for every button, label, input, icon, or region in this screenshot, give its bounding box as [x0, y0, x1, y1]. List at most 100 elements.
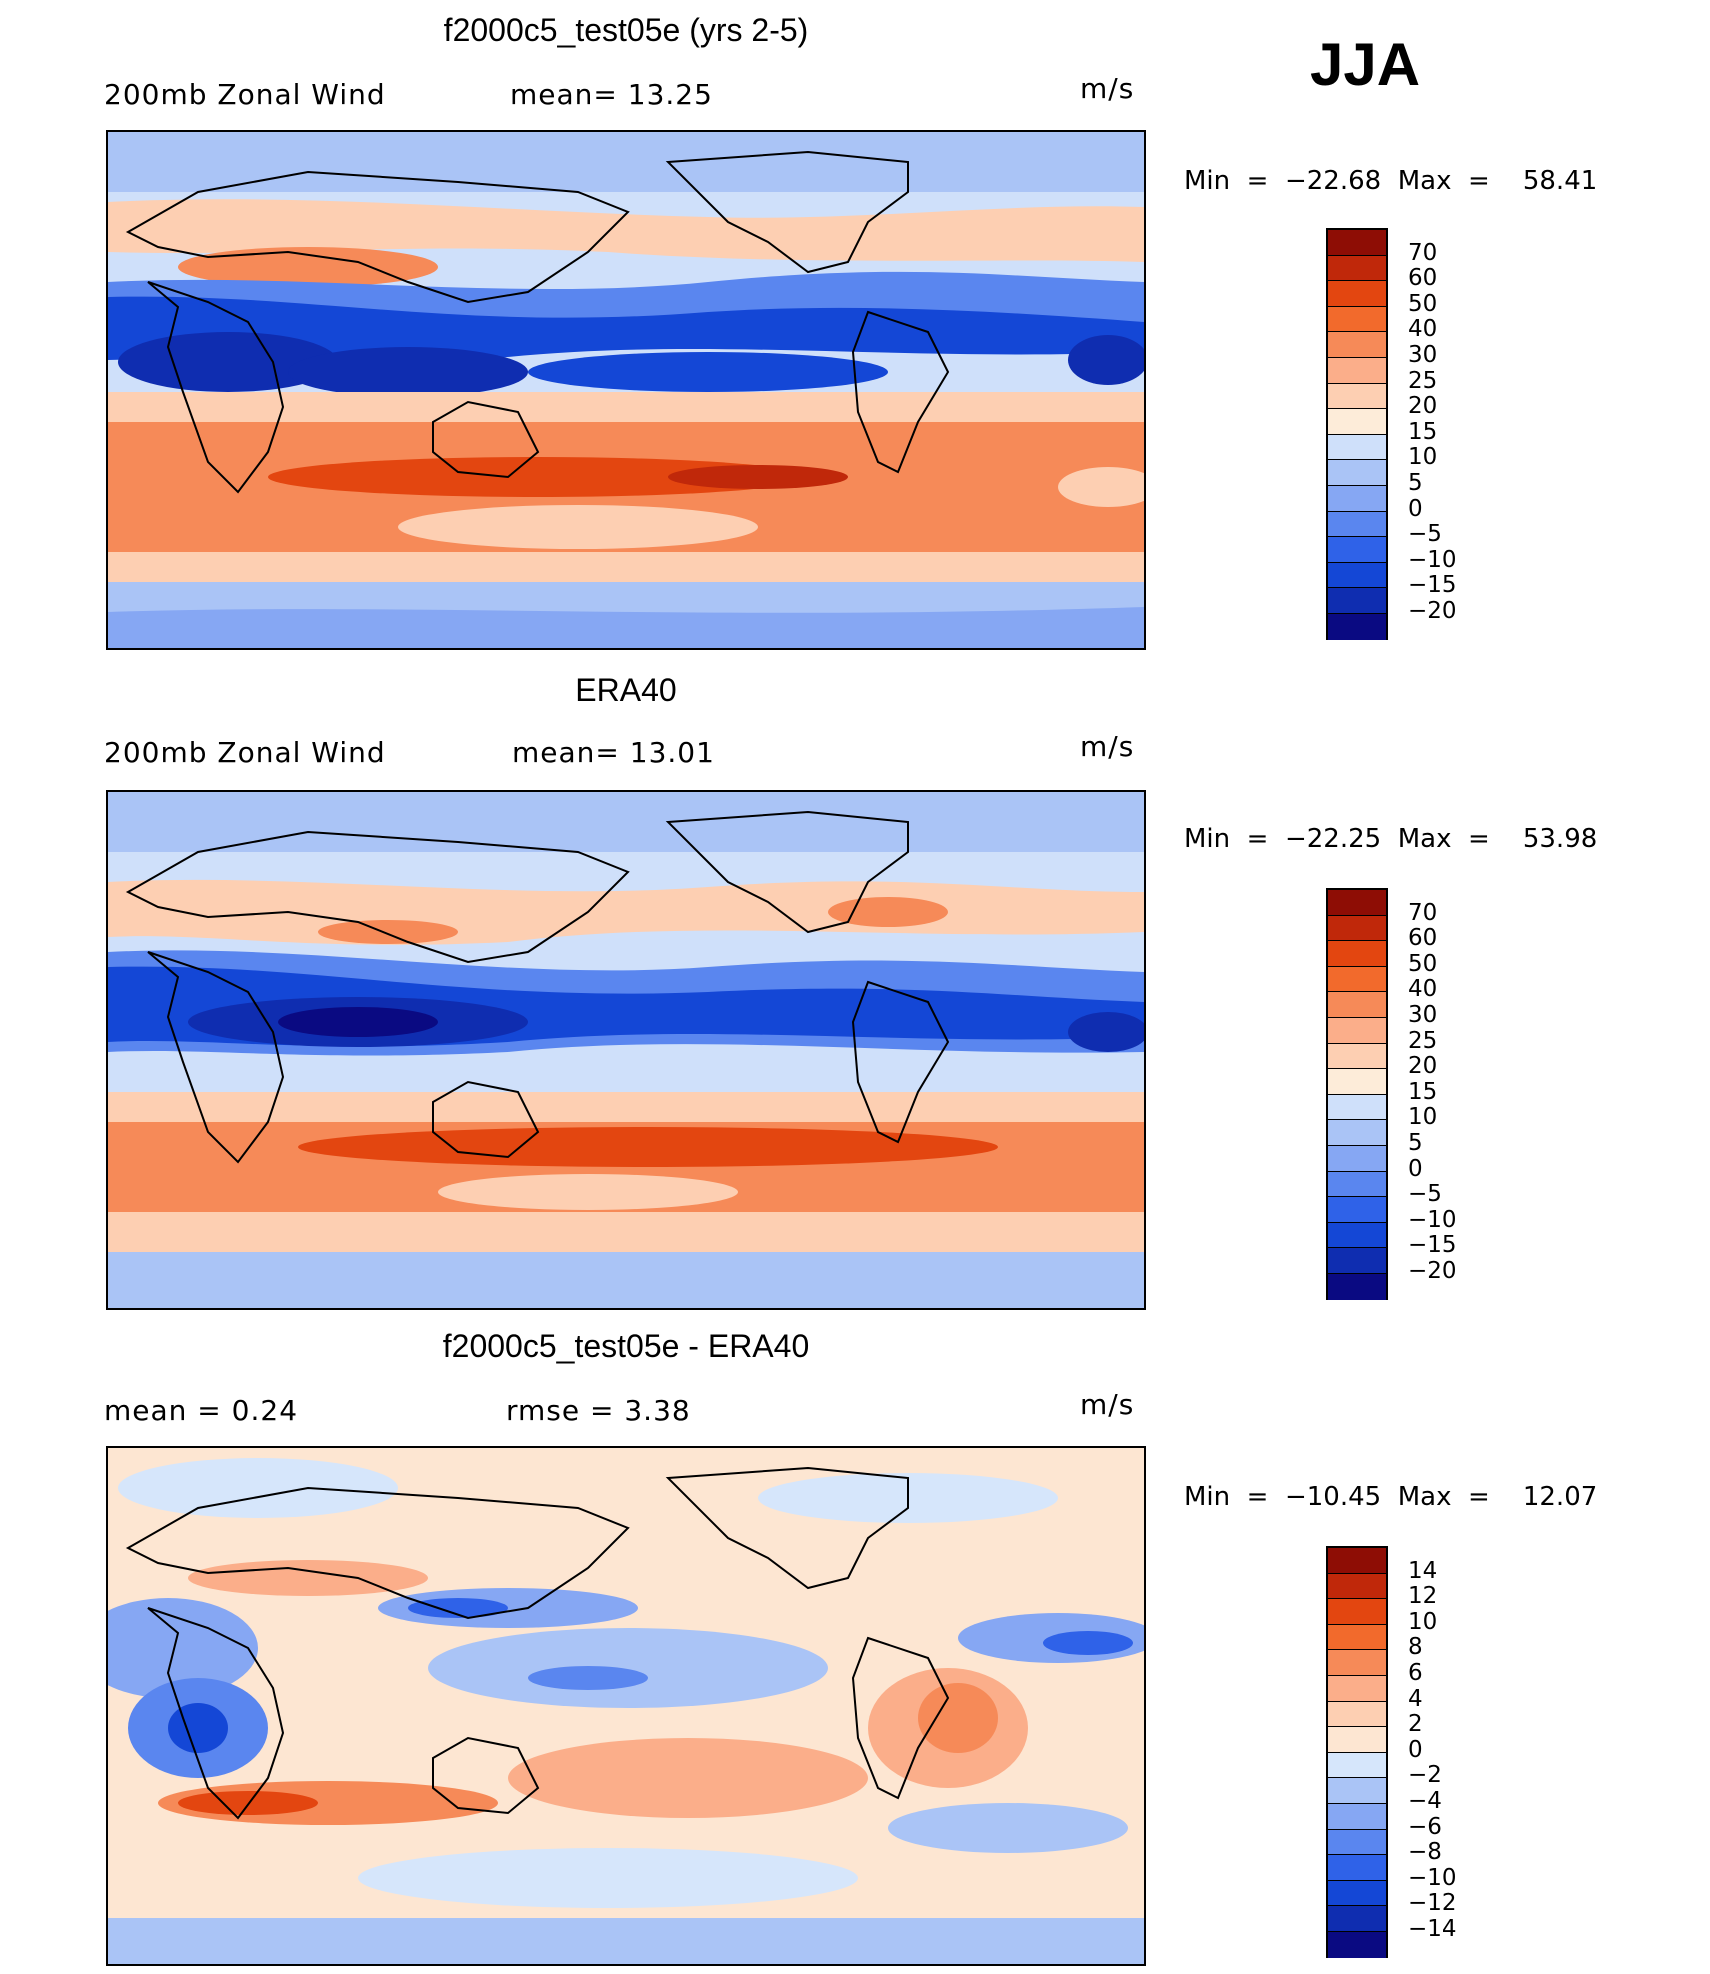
colorbar-tick-label: 15: [1408, 418, 1438, 445]
panel-2-mean-label: mean= 13.01: [512, 736, 715, 769]
colorbar-swatch: [1328, 1222, 1386, 1249]
colorbar-swatch: [1328, 1273, 1386, 1300]
colorbar-tick-label: 25: [1408, 1027, 1438, 1054]
colorbar-tick-label: −15: [1408, 572, 1457, 599]
panel-2-map: [106, 790, 1146, 1310]
colorbar-swatch: [1328, 434, 1386, 461]
colorbar-swatch: [1328, 992, 1386, 1018]
colorbar-swatch: [1328, 1145, 1386, 1172]
colorbar-swatch: [1328, 1624, 1386, 1651]
colorbar-tick-label: −5: [1408, 1181, 1442, 1208]
colorbar-swatch: [1328, 255, 1386, 282]
colorbar-swatch: [1328, 1548, 1386, 1574]
colorbar-tick-label: 0: [1408, 495, 1423, 522]
colorbar-tick-label: −15: [1408, 1232, 1457, 1259]
colorbar-swatch: [1328, 1650, 1386, 1676]
colorbar-swatch: [1328, 1197, 1386, 1223]
colorbar-tick-label: −4: [1408, 1788, 1442, 1814]
colorbar-tick-label: −10: [1408, 1864, 1457, 1891]
panel-2-colorbar: [1326, 888, 1388, 1300]
colorbar-swatch: [1328, 1906, 1386, 1932]
colorbar-swatch: [1328, 511, 1386, 538]
colorbar-swatch: [1328, 562, 1386, 589]
colorbar-swatch: [1328, 941, 1386, 967]
panel-1-title: f2000c5_test05e (yrs 2-5): [443, 12, 809, 48]
colorbar-tick-label: 15: [1408, 1078, 1438, 1105]
panel-3-title: f2000c5_test05e - ERA40: [442, 1328, 810, 1364]
colorbar-tick-label: 6: [1408, 1660, 1423, 1686]
panel-1-mean-label: mean= 13.25: [510, 78, 713, 111]
colorbar-swatch: [1328, 357, 1386, 384]
colorbar-tick-label: 12: [1408, 1583, 1438, 1610]
colorbar-swatch: [1328, 1171, 1386, 1198]
colorbar-swatch: [1328, 1120, 1386, 1146]
colorbar-tick-label: 14: [1408, 1557, 1438, 1584]
colorbar-tick-label: 10: [1408, 1104, 1438, 1131]
colorbar-swatch: [1328, 537, 1386, 563]
colorbar-tick-label: 20: [1408, 1053, 1438, 1080]
panel-3-rmse-label: rmse = 3.38: [506, 1394, 691, 1427]
colorbar-swatch: [1328, 1727, 1386, 1753]
panel-3-minmax: Min = −10.45 Max = 12.07: [1184, 1482, 1598, 1512]
colorbar-swatch: [1328, 409, 1386, 435]
colorbar-tick-label: 25: [1408, 367, 1438, 394]
colorbar-tick-label: 50: [1408, 950, 1438, 977]
season-label: JJA: [1310, 31, 1421, 98]
colorbar-tick-label: 40: [1408, 316, 1438, 343]
colorbar-swatch: [1328, 1573, 1386, 1600]
colorbar-swatch: [1328, 1248, 1386, 1274]
colorbar-tick-label: 20: [1408, 393, 1438, 420]
colorbar-tick-label: 0: [1408, 1155, 1423, 1182]
colorbar-tick-label: 0: [1408, 1736, 1423, 1763]
colorbar-swatch: [1328, 460, 1386, 486]
panel-1-units: m/s: [1080, 72, 1135, 105]
colorbar-swatch: [1328, 485, 1386, 512]
colorbar-swatch: [1328, 1675, 1386, 1702]
colorbar-tick-label: 60: [1408, 925, 1438, 952]
colorbar-tick-label: −5: [1408, 521, 1442, 548]
colorbar-tick-label: 30: [1408, 1002, 1438, 1028]
colorbar-tick-label: 8: [1408, 1634, 1423, 1661]
colorbar-tick-label: 60: [1408, 265, 1438, 292]
colorbar-tick-label: 10: [1408, 444, 1438, 471]
colorbar-tick-label: −2: [1408, 1762, 1442, 1789]
colorbar-swatch: [1328, 383, 1386, 410]
panel-3-mean-label: mean = 0.24: [104, 1394, 299, 1427]
colorbar-tick-label: 30: [1408, 342, 1438, 368]
colorbar-swatch: [1328, 1855, 1386, 1881]
colorbar-tick-label: 40: [1408, 976, 1438, 1003]
colorbar-tick-label: −6: [1408, 1813, 1442, 1840]
colorbar-tick-label: −8: [1408, 1839, 1442, 1866]
panel-2-minmax: Min = −22.25 Max = 53.98: [1184, 824, 1598, 854]
colorbar-swatch: [1328, 613, 1386, 640]
colorbar-swatch: [1328, 1043, 1386, 1070]
panel-1-variable-label: 200mb Zonal Wind: [104, 78, 386, 111]
colorbar-swatch: [1328, 1931, 1386, 1958]
panel-1-map: [106, 130, 1146, 650]
colorbar-tick-label: 5: [1408, 470, 1423, 496]
colorbar-tick-label: 70: [1408, 899, 1438, 926]
colorbar-swatch: [1328, 1701, 1386, 1728]
colorbar-tick-label: −10: [1408, 1206, 1457, 1233]
colorbar-swatch: [1328, 1094, 1386, 1121]
colorbar-swatch: [1328, 1880, 1386, 1907]
colorbar-swatch: [1328, 230, 1386, 256]
colorbar-tick-label: 2: [1408, 1711, 1423, 1738]
colorbar-swatch: [1328, 966, 1386, 993]
colorbar-tick-label: −20: [1408, 598, 1457, 624]
colorbar-tick-label: −10: [1408, 546, 1457, 573]
colorbar-tick-label: −20: [1408, 1258, 1457, 1284]
panel-3-colorbar: [1326, 1546, 1388, 1958]
colorbar-swatch: [1328, 306, 1386, 333]
panel-2-title: ERA40: [575, 672, 677, 708]
colorbar-swatch: [1328, 281, 1386, 307]
panel-1-colorbar: [1326, 228, 1388, 640]
colorbar-tick-label: 10: [1408, 1608, 1438, 1635]
colorbar-swatch: [1328, 915, 1386, 942]
colorbar-tick-label: −14: [1408, 1916, 1457, 1942]
colorbar-swatch: [1328, 1829, 1386, 1856]
colorbar-swatch: [1328, 332, 1386, 358]
colorbar-tick-label: 5: [1408, 1130, 1423, 1156]
colorbar-tick-label: 4: [1408, 1685, 1423, 1712]
colorbar-swatch: [1328, 1778, 1386, 1804]
